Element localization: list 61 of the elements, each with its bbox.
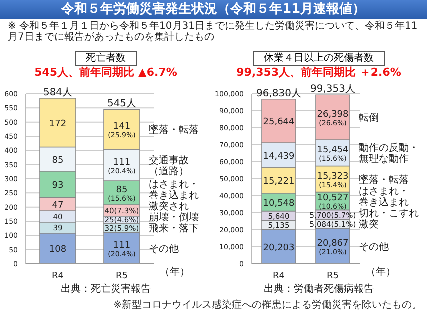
- series-label: 墜落・転落: [149, 124, 199, 136]
- data-label: 14,439: [263, 152, 296, 162]
- data-label: 40: [53, 212, 63, 222]
- x-tick-label: R5: [116, 271, 128, 282]
- chart-title: 休業４日以上の死傷者数: [253, 51, 385, 66]
- text: ※ 令和５年１月１日から令和５年10月31日までに発生した労働災害について、令和５年11月7日までに報告があったものを集計したもの: [7, 20, 419, 43]
- data-label: 141 (25.9%): [108, 122, 136, 140]
- total-label: 584人: [43, 88, 73, 99]
- data-label: 26,398 (26.6%): [317, 110, 350, 128]
- data-label: 93: [52, 181, 64, 192]
- series-label: 切れ・こすれ: [359, 208, 419, 220]
- data-label: 5,640: [268, 212, 290, 221]
- data-label: 20,867 (21.0%): [317, 238, 349, 256]
- x-tick-label: R4: [52, 271, 64, 282]
- series-label: その他: [359, 240, 389, 253]
- data-label: 172: [49, 119, 67, 130]
- series-label: 墜落・転落: [359, 174, 409, 186]
- series-label: 激突され: [149, 200, 189, 213]
- chart-title: 死亡者数: [75, 51, 137, 66]
- series-label: 激突: [359, 218, 379, 231]
- series-label: その他: [149, 242, 179, 255]
- x-tick-label: R5: [327, 271, 339, 282]
- data-label: 25(4.6%): [104, 216, 140, 225]
- x-tick-label: R4: [273, 271, 286, 282]
- series-label: 交通事故（道路）: [149, 154, 189, 178]
- data-label: 5,084(5.1%): [310, 220, 356, 229]
- series-label: はさまれ・巻き込まれ: [149, 180, 199, 202]
- data-label: 111 (20.4%): [108, 240, 136, 258]
- chart-subtitle: 545人、前年同期比 ▲6.7%: [34, 66, 178, 80]
- series-label: 崩壊・倒壊: [149, 212, 199, 224]
- data-label: 5,700(5.7%): [310, 210, 356, 220]
- series-label: 転倒: [359, 113, 379, 124]
- total-label: 545人: [107, 98, 137, 110]
- data-label: 47: [52, 200, 64, 211]
- series-label: はさまれ・巻き込まれ: [359, 186, 409, 209]
- series-label: 飛来・落下: [149, 222, 199, 235]
- source-note: 出典：死亡災害報告: [60, 284, 152, 296]
- data-label: 20,203: [263, 243, 295, 254]
- data-label: 85 (15.6%): [108, 186, 136, 204]
- data-label: 108: [49, 245, 67, 256]
- x-axis-title: （年）: [366, 266, 396, 278]
- data-label: 40(7.3%): [104, 206, 140, 216]
- total-label: 96,830人: [256, 88, 302, 100]
- data-label: 15,454 (15.6%): [317, 146, 350, 164]
- data-label: 5,135: [268, 221, 290, 230]
- data-label: 15,221: [263, 176, 295, 187]
- source-note: 出典：労働者死傷病報告: [263, 284, 375, 296]
- text: ※新型コロナウイルス感染症への罹患による労働災害を除いたもの。: [114, 300, 422, 312]
- data-label: 25,644: [263, 118, 296, 128]
- series-label: 動作の反動・無理な動作: [359, 142, 419, 166]
- total-label: 99,353人: [310, 84, 356, 96]
- data-label: 39: [53, 224, 63, 233]
- data-label: 32(5.9%): [104, 224, 140, 233]
- data-label: 10,548: [263, 198, 296, 209]
- data-label: 111 (20.4%): [108, 158, 136, 176]
- data-label: 85: [52, 156, 64, 166]
- text: 令和５年労働災害発生状況（令和５年11月速報値）: [0, 0, 427, 19]
- chart-subtitle: 99,353人、前年同期比 ＋2.6%: [236, 66, 402, 80]
- x-axis-title: （年）: [160, 266, 190, 278]
- data-label: 10,527 (10.6%): [317, 194, 349, 212]
- data-label: 15,323 (15.4%): [317, 172, 349, 190]
